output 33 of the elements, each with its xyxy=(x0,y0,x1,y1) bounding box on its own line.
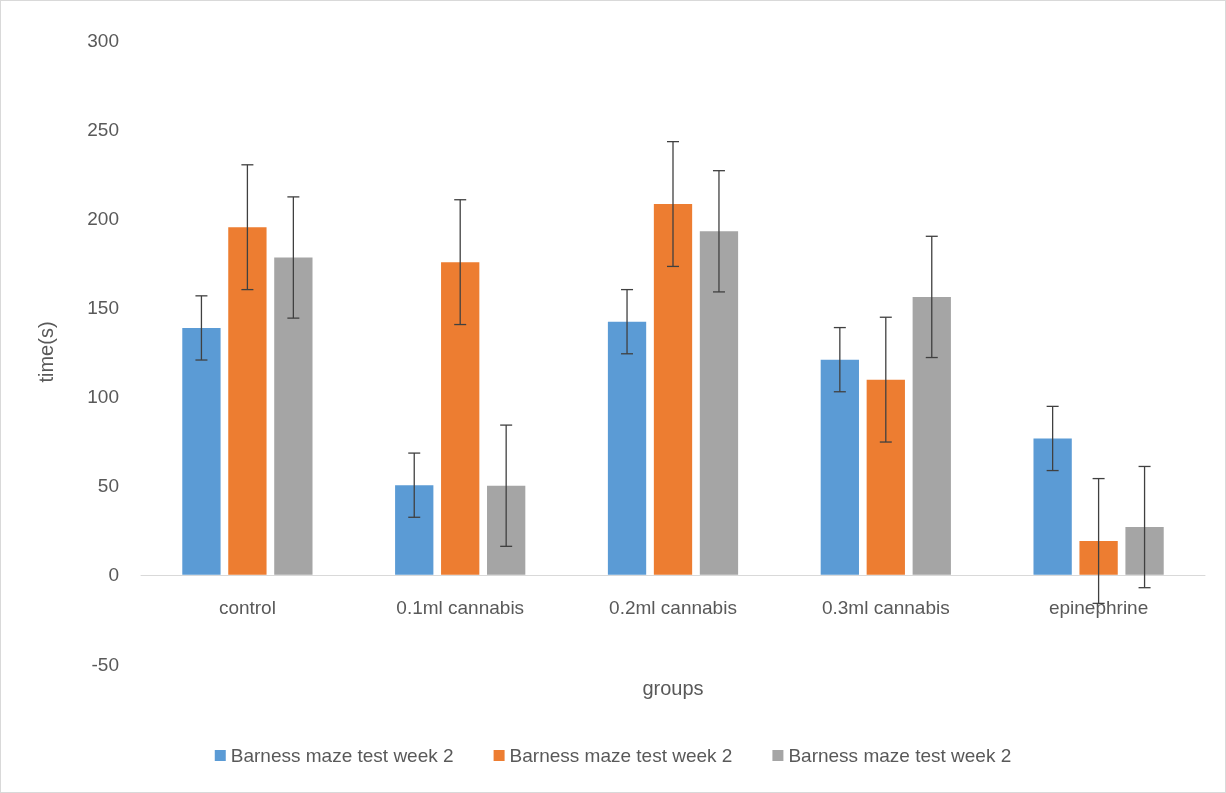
y-tick-label: 0 xyxy=(108,564,119,586)
bar xyxy=(1033,438,1072,575)
bar xyxy=(441,262,480,575)
legend-label: Barness maze test week 2 xyxy=(509,745,733,766)
bar xyxy=(820,359,859,575)
y-tick-label: -50 xyxy=(91,653,119,675)
y-tick-label: 200 xyxy=(87,207,119,229)
x-tick-label: 0.3ml cannabis xyxy=(821,597,950,618)
bar xyxy=(1125,527,1164,575)
bar xyxy=(866,379,905,575)
x-axis-title: groups xyxy=(642,677,704,699)
bar xyxy=(487,485,526,575)
x-tick-label: 0.2ml cannabis xyxy=(609,597,737,618)
y-axis-title: time(s) xyxy=(35,321,57,383)
x-tick-label: 0.1ml cannabis xyxy=(396,597,525,618)
legend-label: Barness maze test week 2 xyxy=(788,745,1012,766)
bar xyxy=(1079,540,1118,575)
bar xyxy=(228,227,267,575)
y-tick-label: 300 xyxy=(87,29,119,51)
x-tick-label: control xyxy=(218,597,276,618)
x-tick-label: epinephrine xyxy=(1048,597,1149,618)
bar xyxy=(699,231,739,575)
bar xyxy=(653,204,693,575)
y-tick-label: 250 xyxy=(87,118,119,140)
bar xyxy=(182,327,221,575)
y-tick-label: 150 xyxy=(87,296,119,318)
y-tick-label: 100 xyxy=(87,386,119,408)
bar xyxy=(395,485,434,575)
legend-label: Barness maze test week 2 xyxy=(230,745,454,766)
bar xyxy=(912,296,951,575)
bar xyxy=(274,257,313,575)
bar xyxy=(607,321,647,575)
y-tick-label: 50 xyxy=(97,475,119,497)
